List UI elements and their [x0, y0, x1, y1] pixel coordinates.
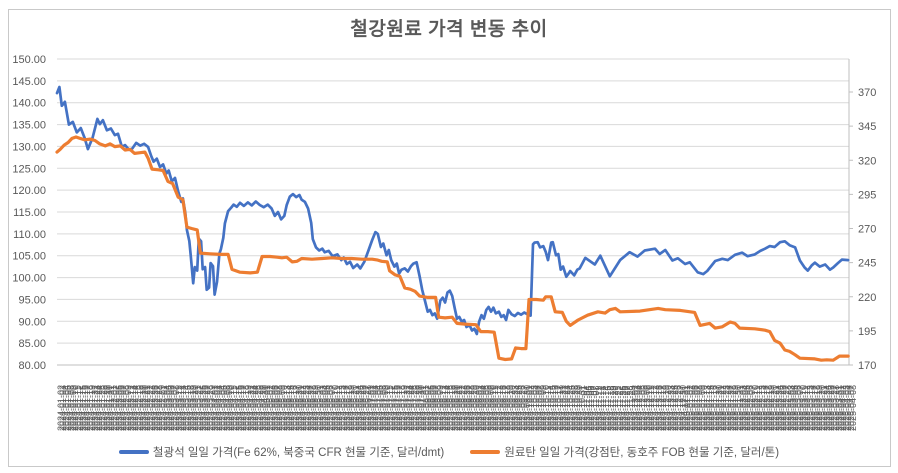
legend-label-coking-coal: 원료탄 일일 가격(강점탄, 동호주 FOB 현물 기준, 달러/톤): [504, 447, 780, 459]
left-axis-tick-label: 85.00: [18, 338, 46, 350]
left-axis-tick-label: 130.00: [12, 141, 46, 153]
coking-coal-line-swatch: [470, 450, 501, 454]
left-axis-tick-label: 135.00: [12, 120, 46, 132]
left-axis-labels: 150.00 145.00 140.00 135.00 130.00 125.00 120.…: [12, 54, 46, 372]
left-axis-tick-label: 95.00: [18, 294, 46, 306]
right-axis-tick-label: 295: [858, 189, 876, 201]
left-axis-tick-label: 125.00: [12, 163, 46, 175]
legend-item-iron-ore: 철광석 일일 가격(Fe 62%, 북중국 CFR 현물 기준, 달러/dmt): [118, 444, 445, 460]
right-axis-tick-label: 320: [858, 155, 876, 167]
series-iron-ore-series: [55, 85, 850, 336]
left-axis-tick-label: 140.00: [12, 98, 46, 110]
left-axis-tick-label: 80.00: [18, 360, 46, 372]
left-axis-tick-label: 110.00: [13, 229, 46, 241]
left-axis-tick-label: 100.00: [12, 273, 46, 285]
chart-title: 철강원료 가격 변동 추이: [350, 19, 548, 40]
iron-ore-line-swatch: [118, 450, 149, 454]
left-axis-tick-label: 115.00: [13, 207, 46, 219]
left-axis-tick-label: 105.00: [12, 251, 46, 263]
left-axis-tick-label: 90.00: [18, 316, 46, 328]
right-axis-tick-label: 170: [858, 360, 876, 372]
left-axis-tick-label: 120.00: [12, 185, 46, 197]
left-axis-tick-label: 150.00: [12, 54, 46, 66]
series-coking-coal-line: [55, 135, 850, 362]
right-axis-tick-label: 270: [858, 224, 876, 236]
right-axis-labels: 370 345 320 295 270 245 220 195 170: [858, 87, 876, 372]
right-axis-tick-label: 245: [858, 258, 876, 270]
series-iron-ore-line: [55, 85, 850, 336]
legend-item-coking-coal: 원료탄 일일 가격(강점탄, 동호주 FOB 현물 기준, 달러/톤): [470, 444, 779, 460]
chart-area-border: [8, 9, 891, 467]
right-axis-tick-label: 370: [858, 87, 876, 99]
left-axis-tick-label: 145.00: [12, 76, 46, 88]
series-coking-coal-series: [55, 135, 850, 362]
right-axis-ticks-group: [849, 91, 853, 366]
legend-label-iron-ore: 철광석 일일 가격(Fe 62%, 북중국 CFR 현물 기준, 달러/dmt): [152, 447, 445, 459]
axis-lines-group: [57, 59, 850, 366]
legend: 철광석 일일 가격(Fe 62%, 북중국 CFR 현물 기준, 달러/dmt)…: [0, 444, 898, 460]
right-axis-tick-label: 220: [858, 292, 876, 304]
right-axis-tick-label: 195: [858, 326, 876, 338]
right-axis-tick-label: 345: [858, 121, 876, 133]
